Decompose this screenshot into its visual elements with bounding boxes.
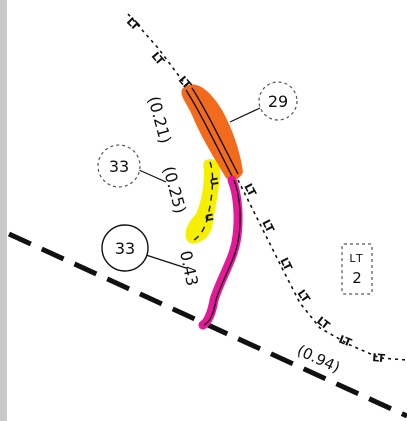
yellow-label-u-2: U xyxy=(202,213,214,223)
yellow-segment[interactable] xyxy=(185,158,221,244)
solid-circle-33-label: 33 xyxy=(115,239,135,258)
lt-label-6: LT xyxy=(277,255,295,273)
lt-line-lower xyxy=(237,179,407,361)
leader-29 xyxy=(229,107,261,123)
route-box-top-label: LT xyxy=(349,252,364,265)
lt-label-10: LT xyxy=(372,351,386,365)
lt-label-7: LT xyxy=(295,287,313,305)
route-box-bottom-label: 2 xyxy=(352,269,362,287)
lt-label-1: LT xyxy=(124,15,143,34)
dashed-circle-29-label: 29 xyxy=(268,92,288,111)
leader-33-solid xyxy=(145,254,187,269)
magenta-segment[interactable] xyxy=(198,175,243,330)
segment-length-magenta: 0.43 xyxy=(176,249,202,288)
magenta-segment-line xyxy=(203,179,241,326)
lt-line-upper xyxy=(127,13,189,89)
lt-label-2: LT xyxy=(149,50,167,68)
orange-segment-line-a xyxy=(185,89,233,177)
yellow-label-u-1: U xyxy=(207,177,219,187)
orange-segment-line-b xyxy=(191,87,239,175)
dashed-circle-33-label: 33 xyxy=(109,157,129,176)
segment-length-right: (0.94) xyxy=(294,341,342,376)
solid-circle-33[interactable] xyxy=(101,224,149,272)
segment-length-yellow: (0.25) xyxy=(159,164,190,215)
dashed-circle-33[interactable] xyxy=(97,144,141,188)
left-border-strip xyxy=(0,0,7,421)
dashed-circle-29[interactable] xyxy=(258,81,298,121)
yellow-segment-line xyxy=(193,161,214,241)
lt-label-9: LT xyxy=(337,333,354,350)
lt-label-8: LT xyxy=(314,314,332,332)
lt-label-5: LT xyxy=(259,217,277,235)
route-box[interactable] xyxy=(341,243,373,295)
lt-label-4: LT xyxy=(241,181,259,199)
segment-length-orange: (0.21) xyxy=(144,94,175,145)
leader-33-dashed xyxy=(138,169,167,183)
